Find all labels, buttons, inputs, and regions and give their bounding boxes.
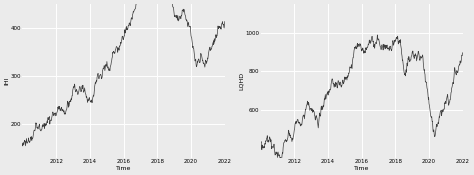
X-axis label: Time: Time [354,166,369,171]
Y-axis label: IHI: IHI [4,77,9,85]
X-axis label: Time: Time [116,166,131,171]
Y-axis label: LQHD: LQHD [239,72,244,90]
